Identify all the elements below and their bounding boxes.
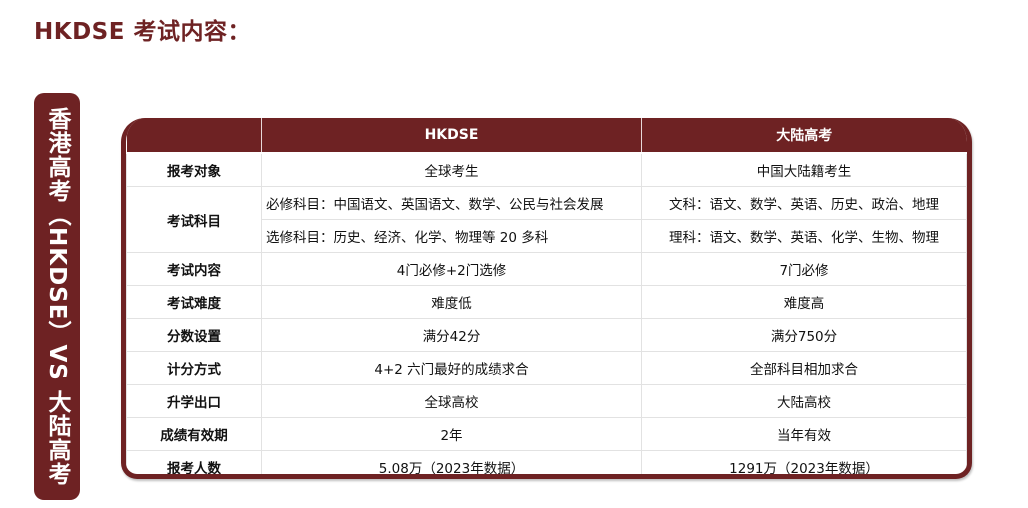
row-label: 分数设置 [126, 318, 262, 352]
row-label: 报考对象 [126, 152, 262, 187]
cell-gaokao: 1291万（2023年数据） [641, 450, 967, 474]
cell-gaokao: 7门必修 [641, 252, 967, 286]
table-row: 成绩有效期 2年 当年有效 [126, 417, 967, 451]
table-row: 选修科目：历史、经济、化学、物理等 20 多科 理科：语文、数学、英语、化学、生物… [127, 219, 967, 253]
comparison-table: HKDSE 大陆高考 报考对象 全球考生 中国大陆籍考生 考试科目 必修科目：中国语文、… [126, 118, 967, 474]
table-row: 分数设置 满分42分 满分750分 [126, 318, 967, 352]
cell-hkdse: 全球高校 [261, 384, 642, 418]
cell-gaokao: 满分750分 [641, 318, 967, 352]
table-row: 考试难度 难度低 难度高 [126, 285, 967, 319]
row-label: 考试难度 [126, 285, 262, 319]
cell-gaokao: 全部科目相加求合 [641, 351, 967, 385]
table-row: 考试内容 4门必修+2门选修 7门必修 [126, 252, 967, 286]
row-label: 考试内容 [126, 252, 262, 286]
cell-hkdse: 4+2 六门最好的成绩求合 [261, 351, 642, 385]
row-label: 考试科目 [126, 186, 262, 253]
row-label: 计分方式 [126, 351, 262, 385]
header-hkdse: HKDSE [261, 118, 642, 154]
row-label: 成绩有效期 [126, 417, 262, 451]
table-row: 升学出口 全球高校 大陆高校 [126, 384, 967, 418]
cell-hkdse: 满分42分 [261, 318, 642, 352]
cell-hkdse: 难度低 [261, 285, 642, 319]
header-empty [126, 118, 262, 154]
row-label: 报考人数 [126, 450, 262, 474]
cell-hkdse: 4门必修+2门选修 [261, 252, 642, 286]
cell-gaokao: 文科：语文、数学、英语、历史、政治、地理 [641, 186, 967, 220]
cell-gaokao: 大陆高校 [641, 384, 967, 418]
cell-gaokao: 中国大陆籍考生 [641, 152, 967, 187]
cell-hkdse: 5.08万（2023年数据） [261, 450, 642, 474]
cell-hkdse: 全球考生 [261, 152, 642, 187]
page-title: HKDSE 考试内容： [34, 19, 251, 45]
row-label: 升学出口 [126, 384, 262, 418]
comparison-table-container: HKDSE 大陆高考 报考对象 全球考生 中国大陆籍考生 考试科目 必修科目：中国语文、… [121, 118, 972, 479]
table-row: 报考对象 全球考生 中国大陆籍考生 [126, 152, 967, 187]
table-header-row: HKDSE 大陆高考 [126, 118, 967, 154]
cell-hkdse: 2年 [261, 417, 642, 451]
side-label-banner: 香港高考（HKDSE）VS 大陆高考 [34, 93, 80, 500]
cell-gaokao: 难度高 [641, 285, 967, 319]
table-row: 计分方式 4+2 六门最好的成绩求合 全部科目相加求合 [126, 351, 967, 385]
table-row: 考试科目 必修科目：中国语文、英国语文、数学、公民与社会发展 文科：语文、数学、英语… [126, 186, 967, 253]
table-row: 报考人数 5.08万（2023年数据） 1291万（2023年数据） [126, 450, 967, 474]
cell-hkdse: 选修科目：历史、经济、化学、物理等 20 多科 [261, 219, 642, 253]
cell-gaokao: 当年有效 [641, 417, 967, 451]
cell-gaokao: 理科：语文、数学、英语、化学、生物、物理 [641, 219, 967, 253]
side-label: 香港高考（HKDSE）VS 大陆高考 [44, 107, 70, 486]
header-gaokao: 大陆高考 [641, 118, 967, 154]
cell-hkdse: 必修科目：中国语文、英国语文、数学、公民与社会发展 [261, 186, 642, 220]
